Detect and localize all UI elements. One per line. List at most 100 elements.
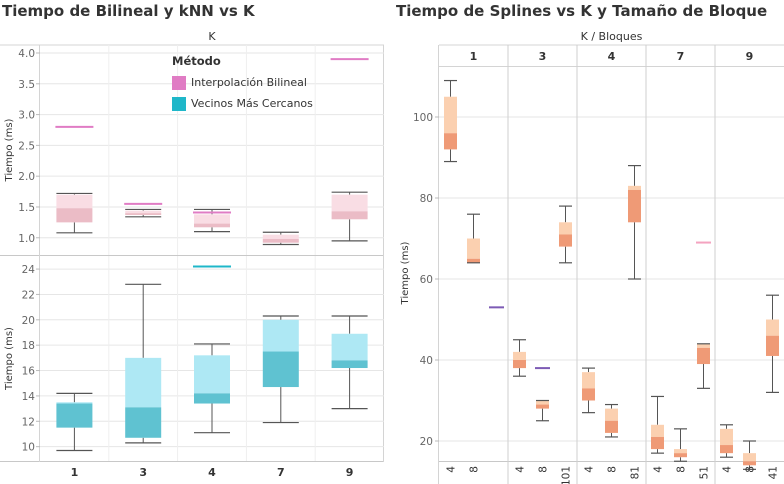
- left-p0-cat9-box-upper: [331, 194, 368, 212]
- left-p0-cat4-box-upper: [194, 214, 230, 224]
- right-k3-b101-box-upper: [559, 222, 572, 235]
- right-k4-b4-box-upper: [582, 372, 595, 389]
- legend-item-knn[interactable]: Vecinos Más Cercanos: [172, 93, 313, 114]
- left-y-tick-label: 2.0: [18, 171, 35, 183]
- right-group-header-k9: 9: [746, 50, 754, 63]
- legend-label-knn: Vecinos Más Cercanos: [191, 97, 313, 110]
- left-p1-cat7-box-upper: [262, 319, 299, 352]
- right-y-axis-label: Tiempo (ms): [400, 241, 411, 305]
- left-y-tick-label: 20: [22, 315, 35, 327]
- left-y-tick-label: 22: [22, 289, 35, 301]
- right-k7-b4-box-lower: [651, 436, 664, 450]
- right-block-tick-label: 4: [446, 466, 458, 473]
- left-y-axis-label: Tiempo (ms): [4, 118, 15, 182]
- right-k4-b4-box-lower: [582, 388, 595, 401]
- right-y-tick-label: 40: [420, 355, 433, 367]
- legend-label-bilinear: Interpolación Bilineal: [191, 76, 307, 89]
- left-p1-cat3-box-upper: [125, 357, 162, 408]
- left-y-tick-label: 3.5: [18, 79, 35, 91]
- right-group-header-k3: 3: [539, 50, 547, 63]
- right-k7-b8-box-lower: [674, 453, 687, 458]
- left-y-tick-label: 1.0: [18, 233, 35, 245]
- right-chart-title: Tiempo de Splines vs K y Tamaño de Bloqu…: [396, 2, 768, 20]
- right-k9-b8-box-lower: [743, 461, 756, 466]
- right-block-tick-label: 8: [745, 466, 757, 473]
- left-p0-cat1-box-lower: [56, 208, 93, 223]
- left-x-tick-label: 3: [139, 466, 147, 479]
- left-y-tick-label: 24: [22, 264, 36, 276]
- right-k9-b4-box-upper: [720, 428, 733, 446]
- left-p1-cat9-box-upper: [331, 333, 368, 361]
- right-k7-b51-box-lower: [697, 347, 710, 365]
- left-p1-cat1-box-lower: [56, 403, 93, 428]
- right-block-tick-label: 41: [768, 466, 780, 479]
- right-block-tick-label: 4: [584, 466, 596, 473]
- right-column-header: K / Bloques: [580, 30, 643, 43]
- right-group-header-k4: 4: [608, 50, 616, 63]
- right-k1-b4-box-upper: [444, 96, 457, 134]
- right-block-tick-label: 8: [469, 466, 481, 473]
- right-k3-b101-box-lower: [559, 234, 572, 247]
- legend-item-bilinear[interactable]: Interpolación Bilineal: [172, 72, 313, 93]
- right-block-tick-label: 101: [561, 466, 573, 484]
- right-k7-b51-box-upper: [697, 343, 710, 348]
- left-p1-cat9-box-lower: [331, 360, 368, 369]
- right-k3-b8-box-upper: [536, 400, 549, 405]
- right-block-tick-label: 8: [676, 466, 688, 473]
- right-group-header-k7: 7: [677, 50, 685, 63]
- right-k4-b8-box-upper: [605, 408, 618, 421]
- left-y-tick-label: 4.0: [18, 48, 35, 60]
- left-x-tick-label: 4: [208, 466, 216, 479]
- right-block-tick-label: 4: [653, 466, 665, 473]
- left-x-tick-label: 1: [71, 466, 79, 479]
- right-y-tick-label: 100: [413, 112, 433, 124]
- right-k9-b41-box-lower: [766, 335, 779, 356]
- legend-swatch-knn: [172, 96, 186, 111]
- right-block-tick-label: 8: [538, 466, 550, 473]
- left-y-tick-label: 2.5: [18, 140, 35, 152]
- left-y-tick-label: 18: [22, 340, 35, 352]
- right-k3-b4-box-upper: [513, 351, 526, 360]
- left-y-tick-label: 14: [22, 391, 36, 403]
- left-y-tick-label: 1.5: [18, 202, 35, 214]
- legend: Método Interpolación Bilineal Vecinos Má…: [172, 54, 313, 114]
- right-y-tick-label: 60: [420, 274, 433, 286]
- left-y-tick-label: 16: [22, 366, 36, 378]
- left-y-tick-label: 12: [22, 416, 35, 428]
- left-column-header: K: [208, 30, 216, 43]
- left-p1-cat4-box-upper: [194, 355, 230, 394]
- left-p0-cat3-box-lower: [125, 213, 162, 215]
- right-k7-b8-box-upper: [674, 449, 687, 454]
- right-block-tick-label: 4: [722, 466, 734, 473]
- left-p0-cat3-box-upper: [125, 210, 162, 214]
- right-k9-b8-box-upper: [743, 453, 756, 462]
- left-p0-cat7-box-lower: [262, 238, 299, 243]
- left-y-tick-label: 10: [22, 442, 35, 454]
- left-x-tick-label: 9: [346, 466, 354, 479]
- right-group-header-k1: 1: [470, 50, 478, 63]
- right-y-tick-label: 20: [420, 436, 433, 448]
- right-k4-b81-box-lower: [628, 189, 641, 223]
- left-x-tick-label: 7: [277, 466, 285, 479]
- right-block-tick-label: 81: [630, 466, 642, 479]
- left-y-tick-label: 3.0: [18, 110, 35, 122]
- right-k4-b81-box-upper: [628, 185, 641, 190]
- right-y-tick-label: 80: [420, 193, 433, 205]
- left-p1-cat7-box-lower: [262, 351, 299, 388]
- left-p0-cat7-box-upper: [262, 234, 299, 239]
- left-p0-cat1-box-upper: [56, 194, 93, 209]
- right-k1-b4-box-lower: [444, 133, 457, 150]
- right-k7-b4-box-upper: [651, 424, 664, 437]
- legend-swatch-bilinear: [172, 75, 186, 90]
- left-p1-cat4-box-lower: [194, 393, 230, 404]
- right-block-tick-label: 4: [515, 466, 527, 473]
- right-k9-b41-box-upper: [766, 319, 779, 336]
- right-k3-b4-box-lower: [513, 360, 526, 369]
- left-y-axis-label: Tiempo (ms): [4, 327, 15, 391]
- right-k1-b8-box-lower: [467, 258, 480, 263]
- right-k9-b4-box-lower: [720, 445, 733, 454]
- right-k1-b8-box-upper: [467, 238, 480, 259]
- right-block-tick-label: 51: [699, 466, 711, 479]
- left-p0-cat9-box-lower: [331, 211, 368, 220]
